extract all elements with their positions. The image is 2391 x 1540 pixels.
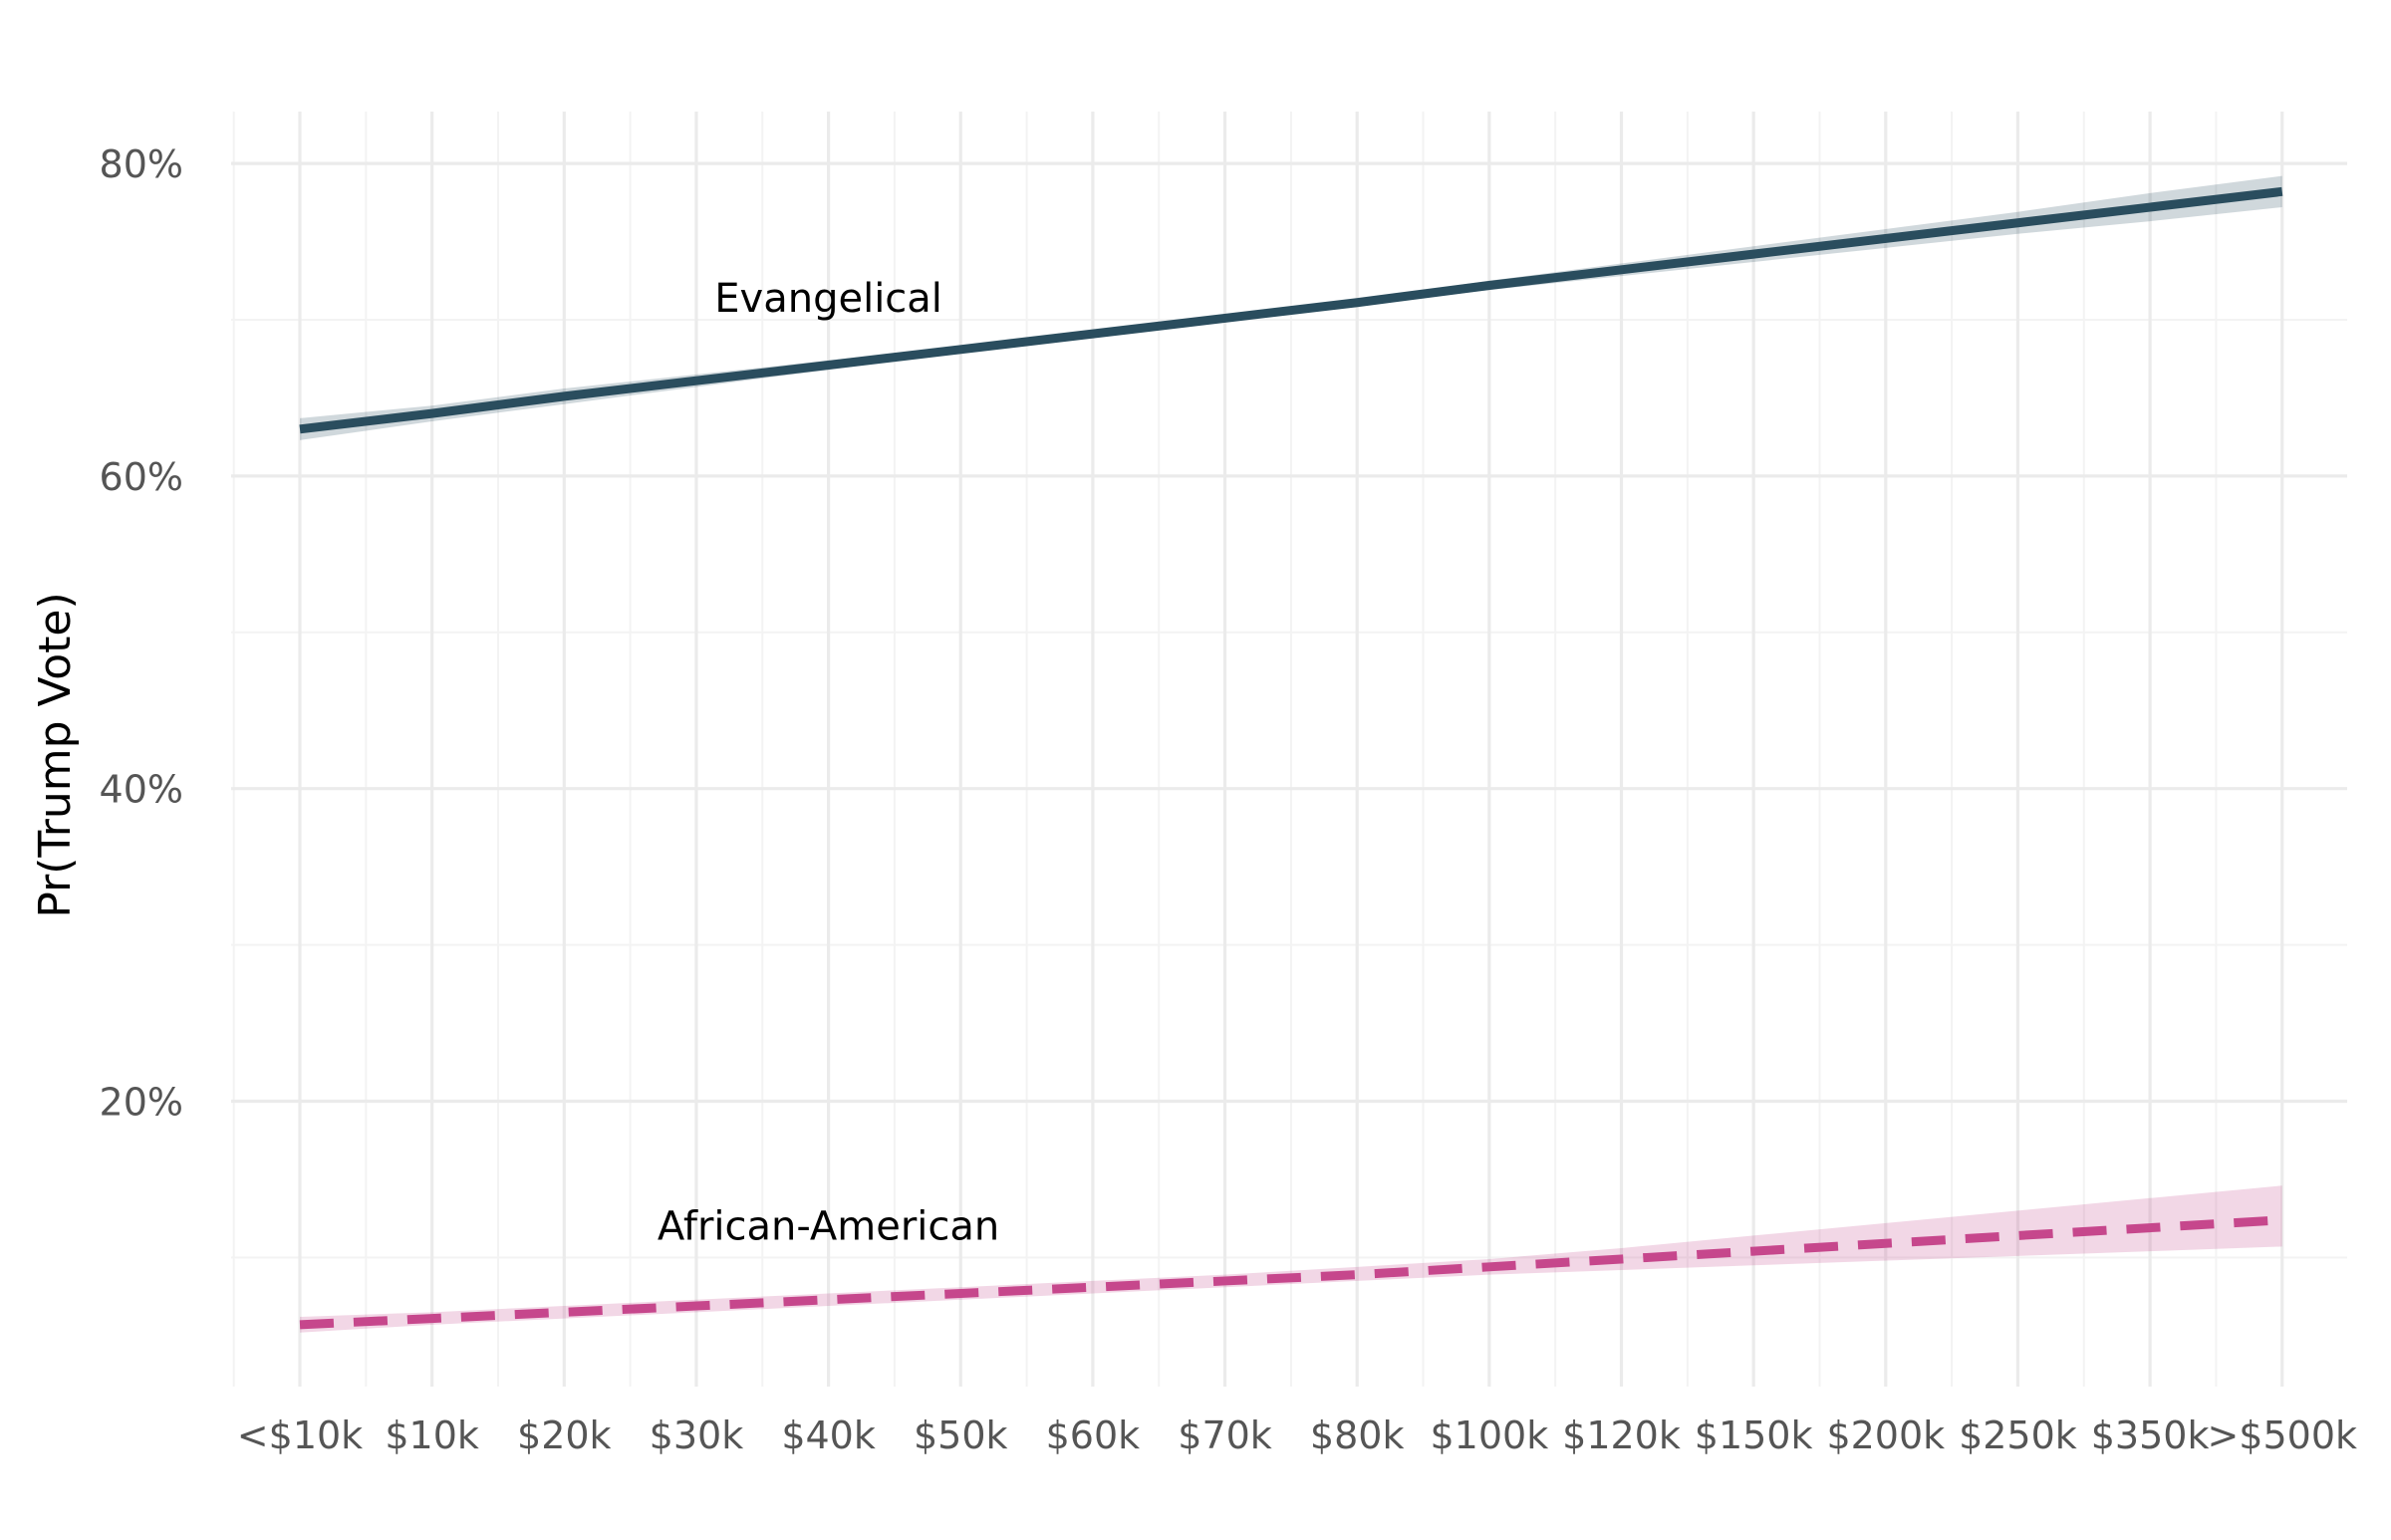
y-tick-label: 40%: [100, 768, 183, 812]
x-tick-label: $100k: [1430, 1413, 1548, 1457]
x-tick-label: $80k: [1310, 1413, 1405, 1457]
x-tick-label: $30k: [650, 1413, 744, 1457]
x-tick-label: <$10k: [237, 1413, 363, 1457]
y-tick-label: 80%: [100, 142, 183, 186]
x-tick-label: >$500k: [2207, 1413, 2357, 1457]
x-tick-label: $40k: [781, 1413, 876, 1457]
x-axis-ticks: <$10k $10k $20k $30k $40k $50k $60k $70k $80k $10…: [237, 1413, 2357, 1457]
y-axis-title: Pr(Trump Vote): [30, 592, 81, 917]
label-evangelical: Evangelical: [714, 276, 942, 322]
african-american-line: [299, 1215, 2283, 1330]
x-tick-label: $150k: [1695, 1413, 1813, 1457]
series-lines: [299, 186, 2283, 1330]
x-tick-label: $10k: [385, 1413, 479, 1457]
x-tick-label: $50k: [914, 1413, 1008, 1457]
x-tick-label: $70k: [1178, 1413, 1272, 1457]
evangelical-line: [299, 186, 2283, 434]
x-tick-label: $200k: [1826, 1413, 1945, 1457]
y-tick-label: 60%: [100, 455, 183, 499]
x-tick-label: $60k: [1046, 1413, 1141, 1457]
y-tick-label: 20%: [100, 1081, 183, 1125]
label-african-american: African-American: [658, 1203, 999, 1249]
african-american-confidence-band: [300, 1185, 2282, 1333]
grid: [231, 112, 2347, 1387]
x-tick-label: $20k: [517, 1413, 612, 1457]
x-tick-label: $250k: [1959, 1413, 2077, 1457]
x-tick-label: $120k: [1562, 1413, 1681, 1457]
y-axis-ticks: 20% 40% 60% 80%: [100, 142, 183, 1124]
x-tick-label: $350k: [2091, 1413, 2210, 1457]
series-labels: Evangelical African-American: [658, 276, 999, 1249]
